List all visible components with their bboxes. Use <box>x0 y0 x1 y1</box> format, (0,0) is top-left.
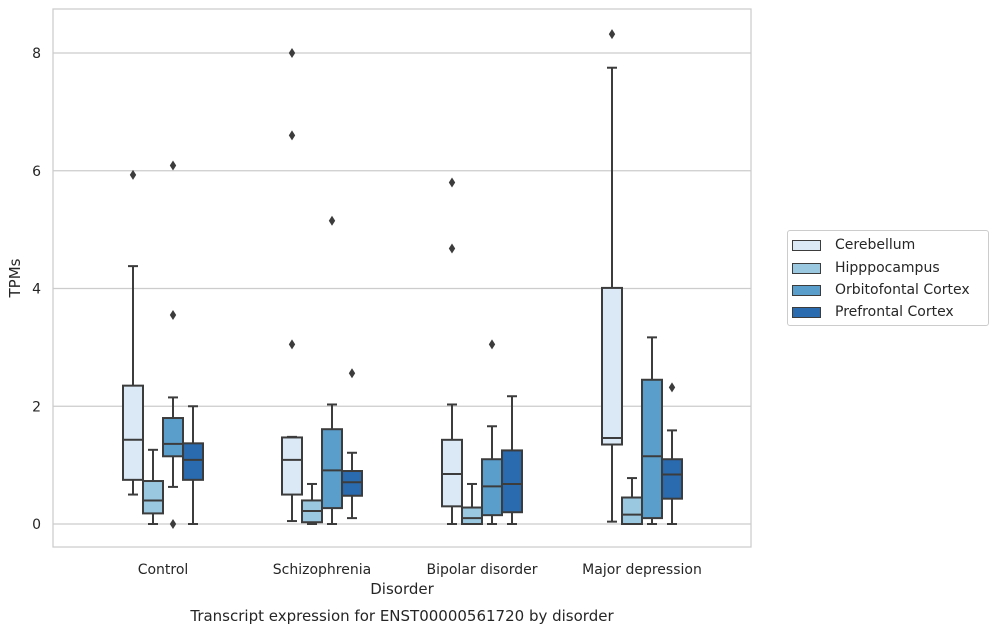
x-axis-label: Disorder <box>370 580 434 598</box>
box <box>501 449 523 514</box>
box <box>281 436 303 496</box>
box-0-0 <box>122 169 144 496</box>
legend-label: Hipppocampus <box>835 260 940 276</box>
box <box>461 506 483 526</box>
outlier-point <box>129 169 137 180</box>
legend: Cerebellum Hipppocampus Orbitofontal Cor… <box>787 230 989 326</box>
box-1-3 <box>341 368 363 520</box>
outlier-point <box>668 382 676 393</box>
chart-title: Transcript expression for ENST0000056172… <box>189 607 614 625</box>
boxes-layer <box>122 29 683 529</box>
legend-swatch <box>792 239 821 251</box>
legend-label: Cerebellum <box>835 237 916 253</box>
y-tick-label: 6 <box>32 164 41 180</box>
outlier-point <box>169 309 177 320</box>
box-2-2 <box>481 339 503 525</box>
x-tick-label: Major depression <box>582 562 702 578</box>
box-0-3 <box>182 405 204 525</box>
legend-swatch <box>792 284 821 296</box>
box-3-2 <box>641 336 663 525</box>
box <box>182 442 204 481</box>
box-0-1 <box>142 448 164 525</box>
box <box>621 496 643 526</box>
x-tick-label: Control <box>138 562 189 578</box>
box-1-0 <box>281 48 303 523</box>
plot-frame <box>52 8 752 548</box>
outlier-point <box>288 48 296 58</box>
legend-swatch <box>792 306 821 318</box>
legend-swatch <box>792 262 821 274</box>
box-3-0 <box>601 29 623 523</box>
box <box>661 458 683 500</box>
outlier-point <box>448 177 456 188</box>
plot-area <box>53 9 751 547</box>
outlier-point <box>448 243 456 254</box>
box-0-2 <box>162 160 184 529</box>
box <box>341 470 363 497</box>
box-1-2 <box>321 215 343 525</box>
outlier-point <box>288 130 296 141</box>
y-tick-label: 2 <box>32 399 41 415</box>
outlier-point <box>169 519 177 529</box>
outlier-point <box>328 215 336 226</box>
box <box>321 428 343 510</box>
outlier-point <box>288 339 296 350</box>
box-2-0 <box>441 177 463 525</box>
legend-item-cerebellum: Cerebellum <box>792 235 915 255</box>
box <box>142 480 164 515</box>
y-tick-labels: 0 2 4 6 8 <box>32 46 41 533</box>
box <box>162 417 184 458</box>
box-1-1 <box>301 482 323 525</box>
box <box>601 286 623 446</box>
box <box>641 378 663 520</box>
box-2-3 <box>501 395 523 525</box>
outlier-point <box>608 29 616 40</box>
y-tick-label: 8 <box>32 46 41 62</box>
outlier-point <box>348 368 356 379</box>
box <box>122 384 144 481</box>
legend-item-orbitofrontal: Orbitofontal Cortex <box>792 280 970 300</box>
outlier-point <box>169 160 177 171</box>
x-tick-labels: Control Schizophrenia Bipolar disorder Majo… <box>138 562 702 578</box>
legend-item-hippocampus: Hipppocampus <box>792 258 940 278</box>
box-3-3 <box>661 382 683 525</box>
y-tick-label: 4 <box>32 282 41 298</box>
legend-label: Orbitofontal Cortex <box>835 282 970 298</box>
x-tick-label: Schizophrenia <box>273 562 371 578</box>
y-axis-label: TPMs <box>6 258 24 298</box>
legend-label: Prefrontal Cortex <box>835 304 954 320</box>
outlier-point <box>488 339 496 350</box>
legend-item-prefrontal: Prefrontal Cortex <box>792 302 954 322</box>
y-tick-label: 0 <box>32 517 41 533</box>
x-tick-label: Bipolar disorder <box>426 562 537 578</box>
box-2-1 <box>461 482 483 526</box>
